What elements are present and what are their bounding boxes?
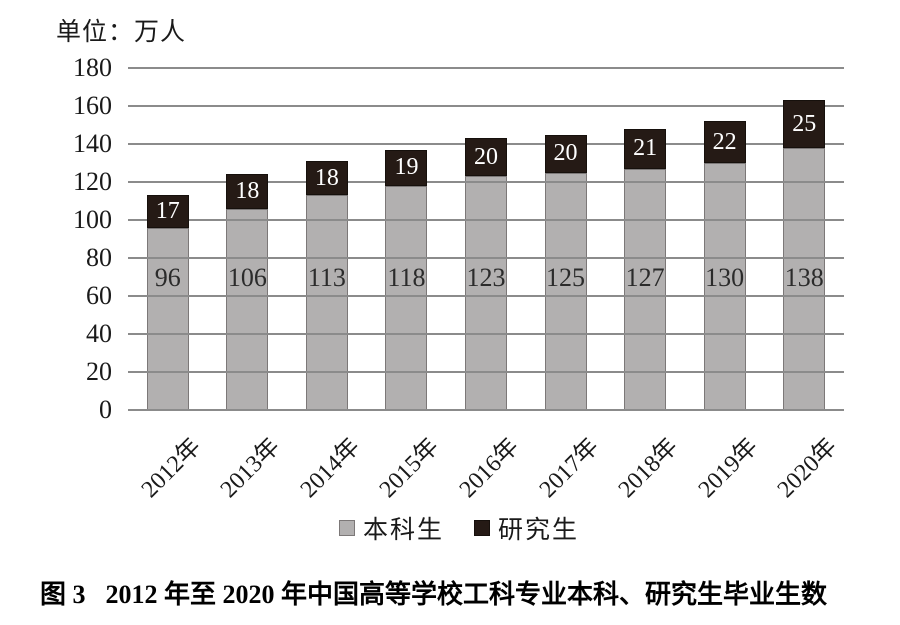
figure-title: 2012 年至 2020 年中国高等学校工科专业本科、研究生毕业生数 xyxy=(105,580,828,609)
bar-graduate-segment: 18 xyxy=(226,174,269,209)
bar-value-label-graduate: 21 xyxy=(633,135,658,162)
gridline xyxy=(128,409,844,411)
bar-value-label-undergraduate: 96 xyxy=(154,263,181,292)
legend-label-graduate: 研究生 xyxy=(498,517,580,544)
y-axis-tick-label: 180 xyxy=(73,53,112,82)
bar-value-label-graduate: 18 xyxy=(235,177,260,204)
gridline xyxy=(128,333,844,335)
bar-graduate-segment: 19 xyxy=(385,149,428,186)
gridline xyxy=(128,219,844,221)
unit-label: 单位：万人 xyxy=(56,19,187,46)
bar-value-label-graduate: 20 xyxy=(474,143,498,170)
bar-graduate-segment: 22 xyxy=(703,121,746,163)
bar-value-label-undergraduate: 125 xyxy=(546,263,586,292)
bar-graduate-segment: 17 xyxy=(146,195,189,228)
bar-undergraduate-segment xyxy=(305,195,348,410)
legend: 本科生 研究生 xyxy=(0,510,900,546)
bar-graduate-segment: 20 xyxy=(465,138,507,177)
bar-undergraduate-segment xyxy=(624,168,667,410)
legend-swatch-graduate xyxy=(474,520,490,536)
gridline xyxy=(128,295,844,297)
y-axis-tick-label: 20 xyxy=(86,357,112,386)
bar-value-label-graduate: 25 xyxy=(792,110,817,137)
gridline xyxy=(128,181,844,183)
legend-swatch-undergraduate xyxy=(338,520,355,536)
gridline xyxy=(128,105,844,107)
figure-caption: 图 3 2012 年至 2020 年中国高等学校工科专业本科、研究生毕业生数 xyxy=(40,574,880,611)
bar-value-label-undergraduate: 123 xyxy=(466,263,506,292)
bar-undergraduate-segment xyxy=(783,147,826,410)
y-axis-tick-label: 100 xyxy=(73,205,112,234)
y-axis-tick-label: 80 xyxy=(86,243,112,272)
legend-item-graduate: 研究生 xyxy=(474,510,579,546)
bar-graduate-segment: 18 xyxy=(305,161,348,196)
chart-plot-area: 0 20 40 60 80 100 120 140 160 180 17 96 2012年 18 106 20… xyxy=(73,53,844,503)
bar-value-label-graduate: 17 xyxy=(155,197,180,224)
bar-value-label-graduate: 20 xyxy=(553,140,578,166)
bar-undergraduate-segment xyxy=(226,208,269,410)
bar-value-label-undergraduate: 127 xyxy=(625,263,665,292)
gridline xyxy=(128,257,844,259)
bar-value-label-undergraduate: 138 xyxy=(784,263,824,292)
legend-item-undergraduate: 本科生 xyxy=(338,510,444,546)
bar-value-label-graduate: 18 xyxy=(314,164,339,191)
bar-graduate-segment: 20 xyxy=(544,134,587,173)
y-axis-tick-label: 0 xyxy=(99,395,112,424)
bar-value-label-undergraduate: 118 xyxy=(387,263,426,292)
gridline xyxy=(128,371,844,373)
bar-undergraduate-segment xyxy=(146,227,189,410)
figure-number: 图 3 xyxy=(40,580,86,609)
bar-undergraduate-segment xyxy=(465,176,507,410)
bar-undergraduate-segment xyxy=(544,172,587,410)
gridline xyxy=(128,67,844,69)
bar-graduate-segment: 21 xyxy=(624,128,667,169)
y-axis-tick-label: 60 xyxy=(86,281,112,310)
y-axis-tick-label: 40 xyxy=(86,319,112,348)
y-axis-tick-label: 140 xyxy=(73,129,112,158)
bar-undergraduate-segment xyxy=(703,163,746,410)
bar-value-label-undergraduate: 130 xyxy=(705,263,745,292)
bar-graduate-segment: 25 xyxy=(783,100,826,148)
bar-value-label-undergraduate: 106 xyxy=(227,263,267,292)
bar-value-label-graduate: 22 xyxy=(712,128,737,155)
y-axis-tick-label: 160 xyxy=(73,91,112,120)
bar-value-label-undergraduate: 113 xyxy=(307,263,346,292)
bar-value-label-graduate: 19 xyxy=(394,154,419,181)
y-axis-tick-label: 120 xyxy=(73,167,112,196)
legend-label-undergraduate: 本科生 xyxy=(362,517,444,544)
